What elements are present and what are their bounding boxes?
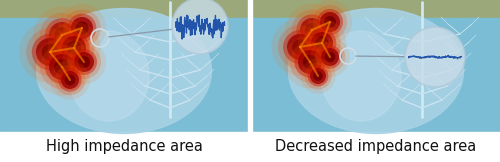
Circle shape (320, 12, 340, 32)
Circle shape (296, 14, 328, 46)
Circle shape (68, 14, 96, 42)
Circle shape (292, 39, 308, 55)
Circle shape (286, 4, 339, 56)
Circle shape (324, 52, 336, 62)
Circle shape (58, 32, 90, 64)
Circle shape (36, 38, 64, 66)
Circle shape (71, 17, 93, 39)
Circle shape (305, 23, 319, 37)
Circle shape (303, 55, 317, 69)
Ellipse shape (69, 31, 149, 121)
Circle shape (34, 38, 90, 96)
Circle shape (32, 34, 68, 70)
Circle shape (290, 42, 331, 82)
Circle shape (284, 36, 337, 88)
Circle shape (278, 25, 322, 69)
Ellipse shape (36, 8, 212, 133)
Circle shape (76, 21, 88, 35)
Circle shape (308, 66, 328, 86)
Bar (252, 18, 500, 132)
Bar (252, 132, 500, 162)
Circle shape (64, 9, 100, 47)
Circle shape (50, 60, 90, 100)
Circle shape (308, 0, 352, 44)
Circle shape (54, 28, 94, 68)
Circle shape (34, 6, 90, 64)
Bar (248, 0, 252, 162)
Bar (252, 0, 500, 18)
Text: Decreased impedance area: Decreased impedance area (276, 139, 476, 155)
Circle shape (300, 18, 324, 42)
Circle shape (64, 75, 76, 85)
Circle shape (272, 18, 328, 76)
Circle shape (62, 36, 86, 60)
Circle shape (45, 18, 79, 52)
Circle shape (304, 24, 341, 62)
Circle shape (58, 68, 82, 92)
Circle shape (67, 41, 81, 55)
Circle shape (318, 45, 342, 69)
Ellipse shape (321, 31, 401, 121)
Circle shape (311, 32, 333, 54)
Circle shape (49, 22, 75, 48)
Text: High impedance area: High impedance area (46, 139, 203, 155)
Circle shape (61, 71, 79, 89)
Circle shape (26, 28, 74, 76)
Circle shape (54, 65, 86, 95)
Circle shape (316, 36, 328, 50)
Bar (0, 0, 248, 18)
Circle shape (324, 16, 336, 28)
Circle shape (58, 4, 106, 52)
Circle shape (313, 71, 323, 81)
Circle shape (78, 56, 90, 68)
Circle shape (40, 13, 84, 57)
Circle shape (54, 59, 70, 75)
Bar (0, 18, 248, 132)
Bar (0, 132, 248, 162)
Circle shape (74, 52, 94, 72)
Circle shape (405, 27, 465, 87)
Circle shape (45, 50, 79, 84)
Circle shape (67, 45, 101, 79)
Circle shape (300, 58, 336, 94)
Circle shape (314, 42, 346, 72)
Circle shape (172, 0, 228, 54)
Circle shape (71, 49, 97, 75)
Circle shape (42, 44, 58, 60)
Circle shape (298, 19, 346, 67)
Circle shape (62, 40, 106, 84)
Circle shape (49, 54, 75, 80)
Circle shape (304, 62, 332, 90)
Circle shape (321, 48, 339, 66)
Circle shape (313, 5, 347, 39)
Circle shape (310, 37, 350, 77)
Circle shape (317, 9, 343, 35)
Circle shape (287, 34, 313, 60)
Circle shape (54, 27, 70, 43)
Circle shape (40, 45, 84, 89)
Circle shape (48, 22, 100, 74)
Circle shape (283, 30, 317, 64)
Circle shape (310, 68, 326, 84)
Circle shape (19, 21, 81, 83)
Circle shape (292, 10, 333, 50)
Ellipse shape (288, 8, 464, 133)
Circle shape (294, 46, 326, 78)
Circle shape (308, 29, 336, 57)
Circle shape (298, 50, 322, 74)
